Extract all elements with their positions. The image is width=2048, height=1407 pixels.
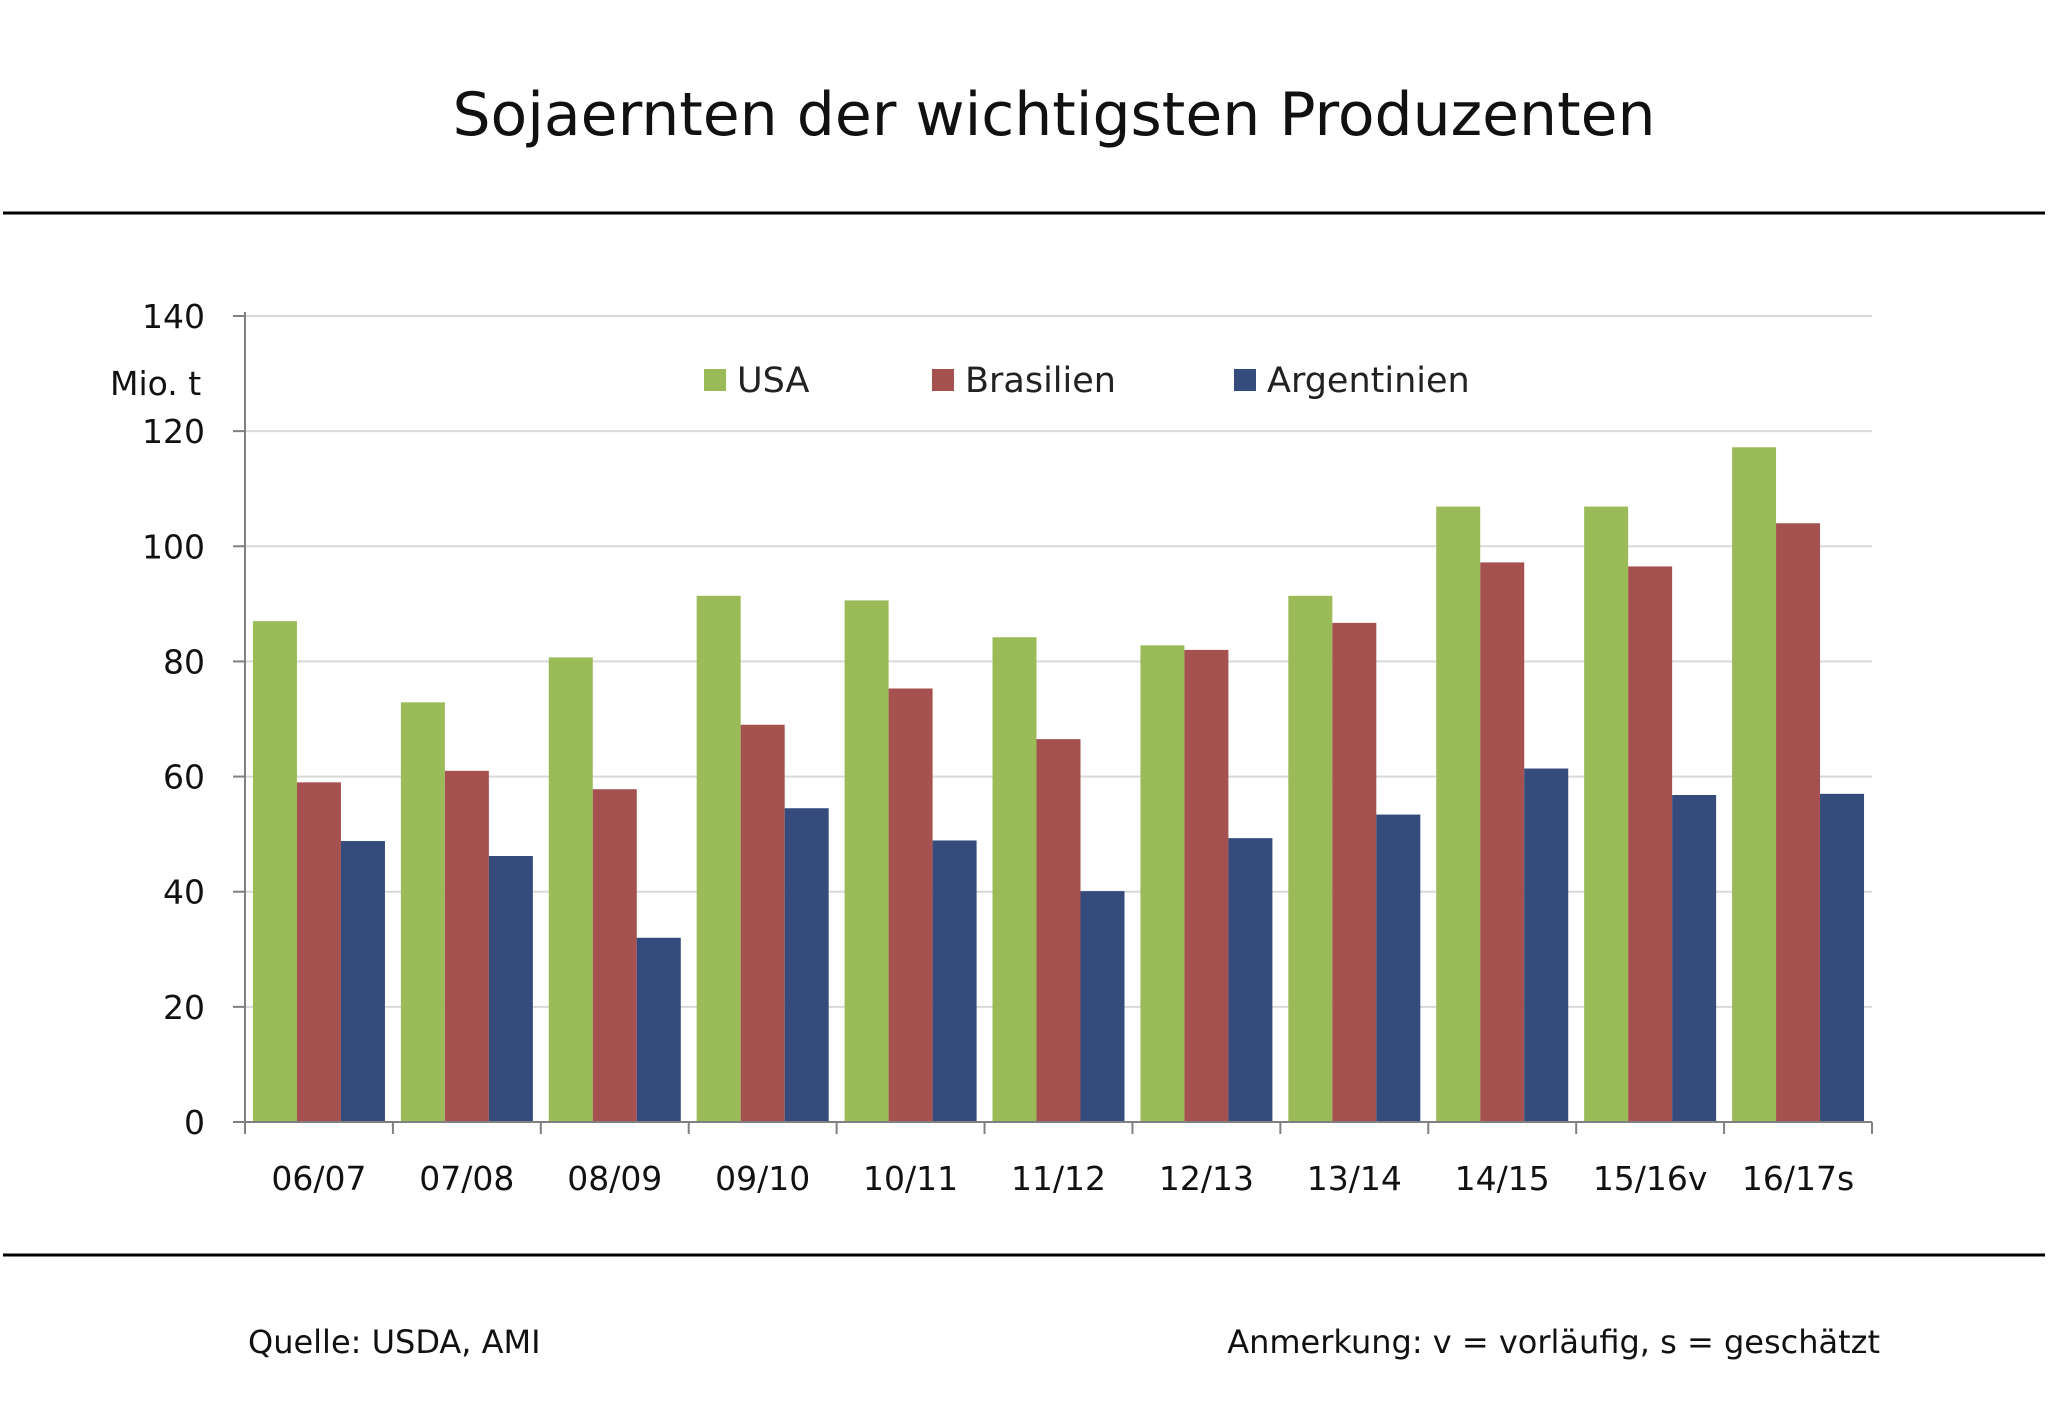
bar-argentinien-09-10	[784, 808, 829, 1122]
y-tick-label: 40	[163, 873, 205, 912]
bar-usa-06-07	[252, 621, 297, 1122]
legend: USA Brasilien Argentinien	[704, 361, 1470, 401]
bar-brasilien-10-11	[888, 688, 933, 1122]
bar-usa-07-08	[400, 702, 445, 1122]
bar-argentinien-13-14	[1376, 814, 1421, 1122]
y-tick-label: 140	[142, 297, 205, 336]
bar-usa-09-10	[696, 595, 741, 1122]
bar-argentinien-08-09	[636, 937, 681, 1122]
bar-brasilien-07-08	[444, 770, 489, 1122]
y-tick-label: 120	[142, 412, 205, 451]
x-tick-label: 16/17s	[1742, 1159, 1854, 1198]
bar-usa-13-14	[1288, 595, 1333, 1122]
bar-usa-16-17s	[1732, 447, 1777, 1123]
bar-usa-12-13	[1140, 645, 1185, 1122]
bar-argentinien-11-12	[1080, 891, 1125, 1122]
abbreviation-note: Anmerkung: v = vorläufig, s = geschätzt	[1227, 1323, 1880, 1361]
y-axis-unit: Mio. t	[110, 364, 201, 403]
chart-title: Sojaernten der wichtigsten Produzenten	[452, 80, 1655, 150]
x-tick-label: 14/15	[1455, 1159, 1550, 1198]
bar-usa-08-09	[548, 657, 593, 1122]
bar-argentinien-06-07	[340, 841, 385, 1122]
source-note: Quelle: USDA, AMI	[248, 1323, 541, 1361]
x-tick-label: 15/16v	[1593, 1159, 1708, 1198]
x-tick-label: 11/12	[1011, 1159, 1106, 1198]
y-tick-label: 0	[184, 1103, 205, 1142]
legend-swatch-argentinien	[1234, 369, 1256, 391]
bar-argentinien-15-16v	[1672, 794, 1717, 1122]
bar-brasilien-12-13	[1184, 649, 1229, 1122]
bar-argentinien-16-17s	[1820, 793, 1865, 1122]
axes: 0 20 40 60 80 100 120 140 06/07 07/08 08/09 09/10 10…	[142, 297, 1873, 1198]
legend-swatch-brasilien	[932, 369, 954, 391]
x-tick-label: 09/10	[715, 1159, 810, 1198]
bar-brasilien-11-12	[1036, 739, 1081, 1122]
bar-usa-10-11	[844, 600, 889, 1122]
y-tick-label: 80	[163, 642, 205, 681]
bar-brasilien-09-10	[740, 724, 785, 1122]
legend-label-usa: USA	[737, 361, 809, 401]
bar-argentinien-12-13	[1228, 838, 1273, 1122]
bar-brasilien-13-14	[1332, 622, 1377, 1122]
x-tick-label: 13/14	[1307, 1159, 1402, 1198]
bars	[252, 447, 1865, 1123]
bar-usa-15-16v	[1584, 506, 1629, 1123]
x-tick-label: 10/11	[863, 1159, 958, 1198]
y-tick-label: 60	[163, 758, 205, 797]
legend-label-argentinien: Argentinien	[1267, 361, 1470, 401]
bar-brasilien-16-17s	[1776, 523, 1821, 1122]
bar-argentinien-07-08	[488, 856, 533, 1122]
bar-usa-11-12	[992, 637, 1037, 1122]
x-tick-label: 12/13	[1159, 1159, 1254, 1198]
bar-argentinien-10-11	[932, 840, 977, 1122]
y-tick-label: 20	[163, 988, 205, 1027]
bar-argentinien-14-15	[1524, 768, 1569, 1122]
x-tick-label: 06/07	[271, 1159, 366, 1198]
x-tick-label: 08/09	[567, 1159, 662, 1198]
legend-swatch-usa	[704, 369, 726, 391]
bar-brasilien-08-09	[592, 789, 637, 1122]
bar-brasilien-14-15	[1480, 562, 1525, 1122]
y-tick-label: 100	[142, 527, 205, 566]
legend-label-brasilien: Brasilien	[965, 361, 1116, 401]
bar-brasilien-06-07	[296, 782, 341, 1122]
bar-usa-14-15	[1436, 506, 1481, 1123]
bar-brasilien-15-16v	[1628, 566, 1673, 1122]
x-tick-label: 07/08	[419, 1159, 514, 1198]
